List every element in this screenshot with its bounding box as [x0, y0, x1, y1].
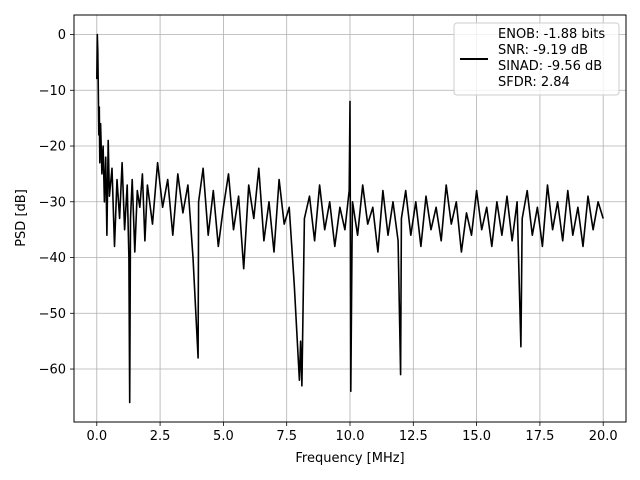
- x-tick-label: 0.0: [86, 429, 107, 444]
- y-tick-label: −60: [39, 363, 66, 378]
- y-tick-label: −30: [39, 195, 66, 210]
- y-tick-label: −10: [39, 84, 66, 99]
- x-tick-label: 10.0: [336, 429, 365, 444]
- legend-line-sinad: SINAD: -9.56 dB: [498, 59, 602, 74]
- psd-series-line: [96, 33, 604, 404]
- y-tick-label: 0: [58, 28, 66, 43]
- legend-box: [453, 22, 620, 96]
- legend-line-sfdr: SFDR: 2.84: [498, 75, 570, 90]
- x-tick-label: 12.5: [399, 429, 428, 444]
- legend-line-snr: SNR: -9.19 dB: [498, 43, 588, 58]
- x-tick-label: 5.0: [213, 429, 234, 444]
- x-tick-label: 20.0: [589, 429, 618, 444]
- axis-ticks: 0.0 2.5 5.0 7.5 10.0 12.5 15.0 17.5 20.0 0 −10 −20 −…: [39, 28, 618, 444]
- x-tick-label: 15.0: [462, 429, 491, 444]
- y-tick-label: −40: [39, 251, 66, 266]
- y-tick-label: −50: [39, 307, 66, 322]
- legend: ENOB: -1.88 bits SNR: -9.19 dB SINAD: -9…: [453, 22, 620, 96]
- x-tick-label: 17.5: [525, 429, 554, 444]
- x-tick-label: 2.5: [150, 429, 171, 444]
- y-axis-title: PSD [dB]: [14, 189, 29, 247]
- x-tick-label: 7.5: [276, 429, 297, 444]
- x-axis-title: Frequency [MHz]: [295, 451, 404, 466]
- y-tick-label: −20: [39, 140, 66, 155]
- legend-line-enob: ENOB: -1.88 bits: [498, 27, 605, 42]
- data-layer: [96, 33, 604, 404]
